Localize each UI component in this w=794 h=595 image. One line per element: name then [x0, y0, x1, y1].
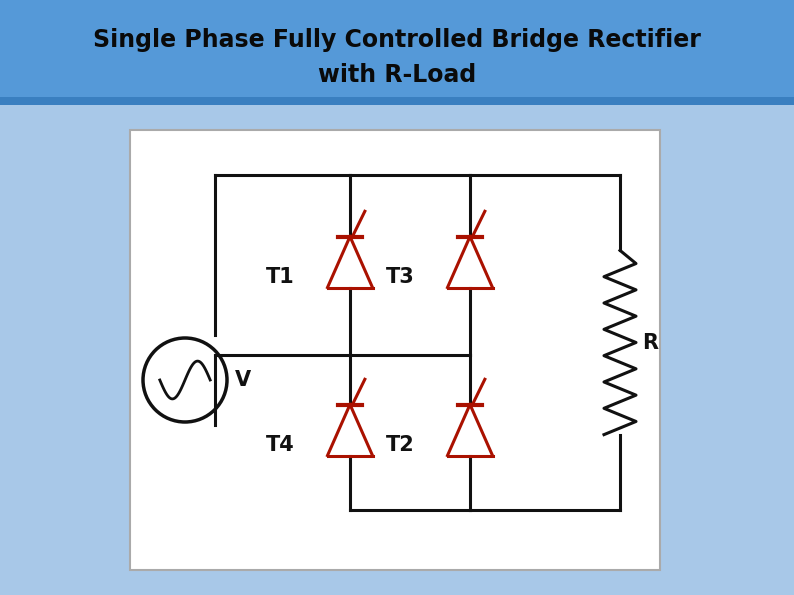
- Text: T3: T3: [386, 267, 415, 287]
- Bar: [130, 130, 660, 570]
- Text: V: V: [235, 370, 251, 390]
- Bar: [0, 97, 794, 105]
- Text: Single Phase Fully Controlled Bridge Rectifier: Single Phase Fully Controlled Bridge Rec…: [93, 28, 701, 52]
- Text: R: R: [642, 333, 658, 352]
- Text: T1: T1: [266, 267, 295, 287]
- Text: with R-Load: with R-Load: [318, 63, 476, 87]
- Text: T2: T2: [386, 435, 415, 455]
- Text: T4: T4: [266, 435, 295, 455]
- Bar: [0, 0, 794, 105]
